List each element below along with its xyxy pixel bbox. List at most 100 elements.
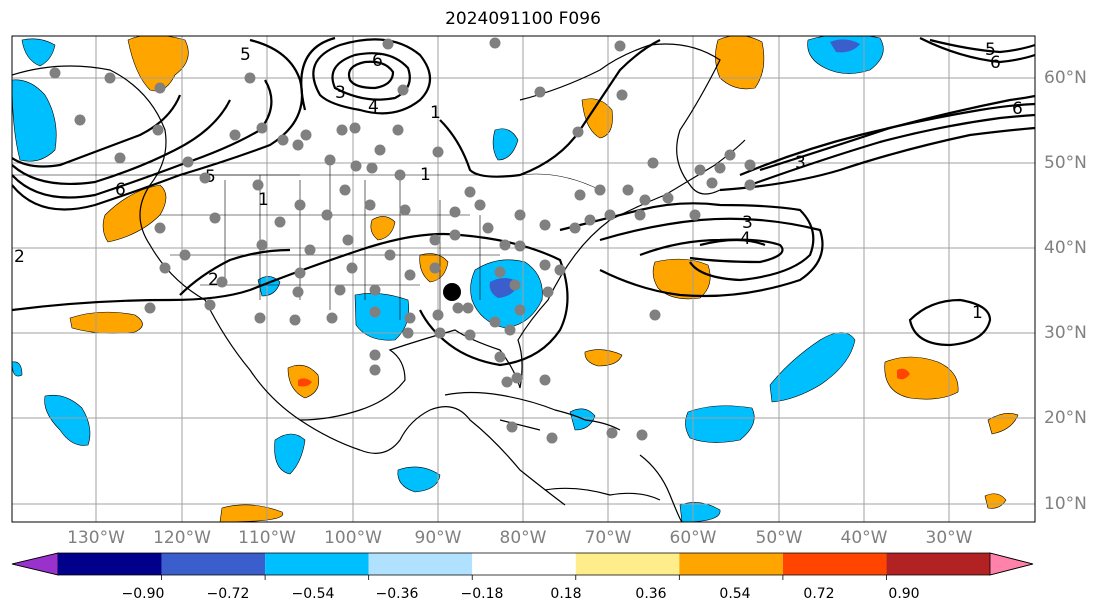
colorbar-tick-label: 0.72	[803, 586, 835, 602]
selected-location-marker	[443, 283, 461, 301]
positive-anomaly	[370, 216, 396, 241]
station-dot	[154, 222, 166, 234]
station-dot	[434, 327, 446, 339]
station-dot	[394, 169, 406, 181]
station-dot	[342, 234, 354, 246]
station-dot	[334, 284, 346, 296]
station-dot	[542, 286, 554, 298]
negative-anomaly	[679, 502, 721, 522]
station-dot	[336, 124, 348, 136]
lon-label: 50°W	[755, 528, 803, 548]
station-dot	[159, 262, 171, 274]
station-dot	[604, 209, 616, 221]
contour-label: 4	[740, 229, 751, 249]
station-dot	[179, 249, 191, 261]
colorbar-tick-label: 0.36	[635, 586, 667, 602]
negative-anomaly	[12, 361, 23, 377]
station-dot	[514, 240, 526, 252]
station-dot	[369, 364, 381, 376]
lon-label: 120°W	[153, 528, 211, 548]
station-dot	[402, 327, 414, 339]
station-dot	[569, 222, 581, 234]
positive-anomaly	[884, 356, 959, 400]
station-dot	[622, 184, 634, 196]
colorbar-segment	[886, 553, 990, 575]
station-dot	[216, 276, 228, 288]
negative-anomaly	[830, 39, 860, 53]
station-dot	[489, 37, 501, 49]
lat-label: 50°N	[1044, 153, 1087, 173]
station-markers	[49, 37, 756, 444]
station-dot	[509, 279, 521, 291]
station-dot	[252, 179, 264, 191]
contour-label: 6	[990, 53, 1001, 73]
colorbar-tick-label: −0.18	[460, 586, 504, 602]
lon-label: 30°W	[925, 528, 973, 548]
station-dot	[494, 351, 506, 363]
positive-anomaly	[298, 378, 312, 387]
station-dot	[350, 160, 362, 172]
lon-label: 80°W	[499, 528, 547, 548]
station-dot	[144, 302, 156, 314]
station-dot	[369, 349, 381, 361]
station-dot	[304, 244, 316, 256]
negative-anomaly	[274, 433, 306, 475]
station-dot	[639, 194, 651, 206]
colorbar-tick-label: 0.90	[888, 586, 920, 602]
station-dot	[429, 234, 441, 246]
contour-label: 1	[430, 103, 441, 123]
positive-anomaly	[715, 36, 765, 90]
station-dot	[714, 162, 726, 174]
station-dot	[539, 259, 551, 271]
station-dot	[501, 376, 513, 388]
colorbar-tick-label: 0.18	[550, 586, 582, 602]
station-dot	[539, 219, 551, 231]
station-dot	[616, 89, 628, 101]
station-dot	[429, 262, 441, 274]
station-dot	[511, 372, 523, 384]
station-dot	[539, 374, 551, 386]
station-dot	[366, 162, 378, 174]
station-dot	[374, 144, 386, 156]
negative-anomaly	[492, 128, 519, 161]
anomaly-shading	[12, 36, 1019, 522]
colorbar-segment	[161, 553, 266, 575]
station-dot	[369, 284, 381, 296]
station-dot	[324, 154, 336, 166]
station-dot	[662, 192, 674, 204]
station-dot	[104, 72, 116, 84]
station-dot	[504, 324, 516, 336]
positive-anomaly	[581, 98, 613, 139]
lon-label: 40°W	[840, 528, 888, 548]
station-dot	[689, 209, 701, 221]
station-dot	[256, 122, 268, 134]
station-dot	[300, 129, 312, 141]
colorbar-tick-label: −0.72	[206, 586, 250, 602]
contour-label: 1	[258, 190, 269, 210]
station-dot	[392, 124, 404, 136]
station-dot	[489, 316, 501, 328]
colorbar-segment	[265, 553, 369, 575]
station-dot	[382, 38, 394, 50]
colorbar-tick-label: 0.54	[719, 586, 751, 602]
lon-label: 90°W	[414, 528, 462, 548]
positive-anomaly	[69, 311, 143, 334]
station-dot	[694, 164, 706, 176]
contour-label: 3	[795, 153, 806, 173]
lat-label: 60°N	[1044, 68, 1087, 88]
lon-label: 130°W	[67, 528, 125, 548]
station-dot	[399, 204, 411, 216]
colorbar-segment	[472, 553, 576, 575]
positive-anomaly	[984, 493, 1007, 509]
map-frame	[11, 35, 1036, 523]
station-dot	[482, 222, 494, 234]
colorbar	[11, 552, 1034, 580]
station-dot	[499, 239, 511, 251]
station-dot	[204, 299, 216, 311]
station-dot	[744, 159, 756, 171]
negative-anomaly	[769, 332, 856, 403]
station-dot	[294, 199, 306, 211]
negative-anomaly	[354, 293, 409, 341]
station-dot	[572, 126, 584, 138]
